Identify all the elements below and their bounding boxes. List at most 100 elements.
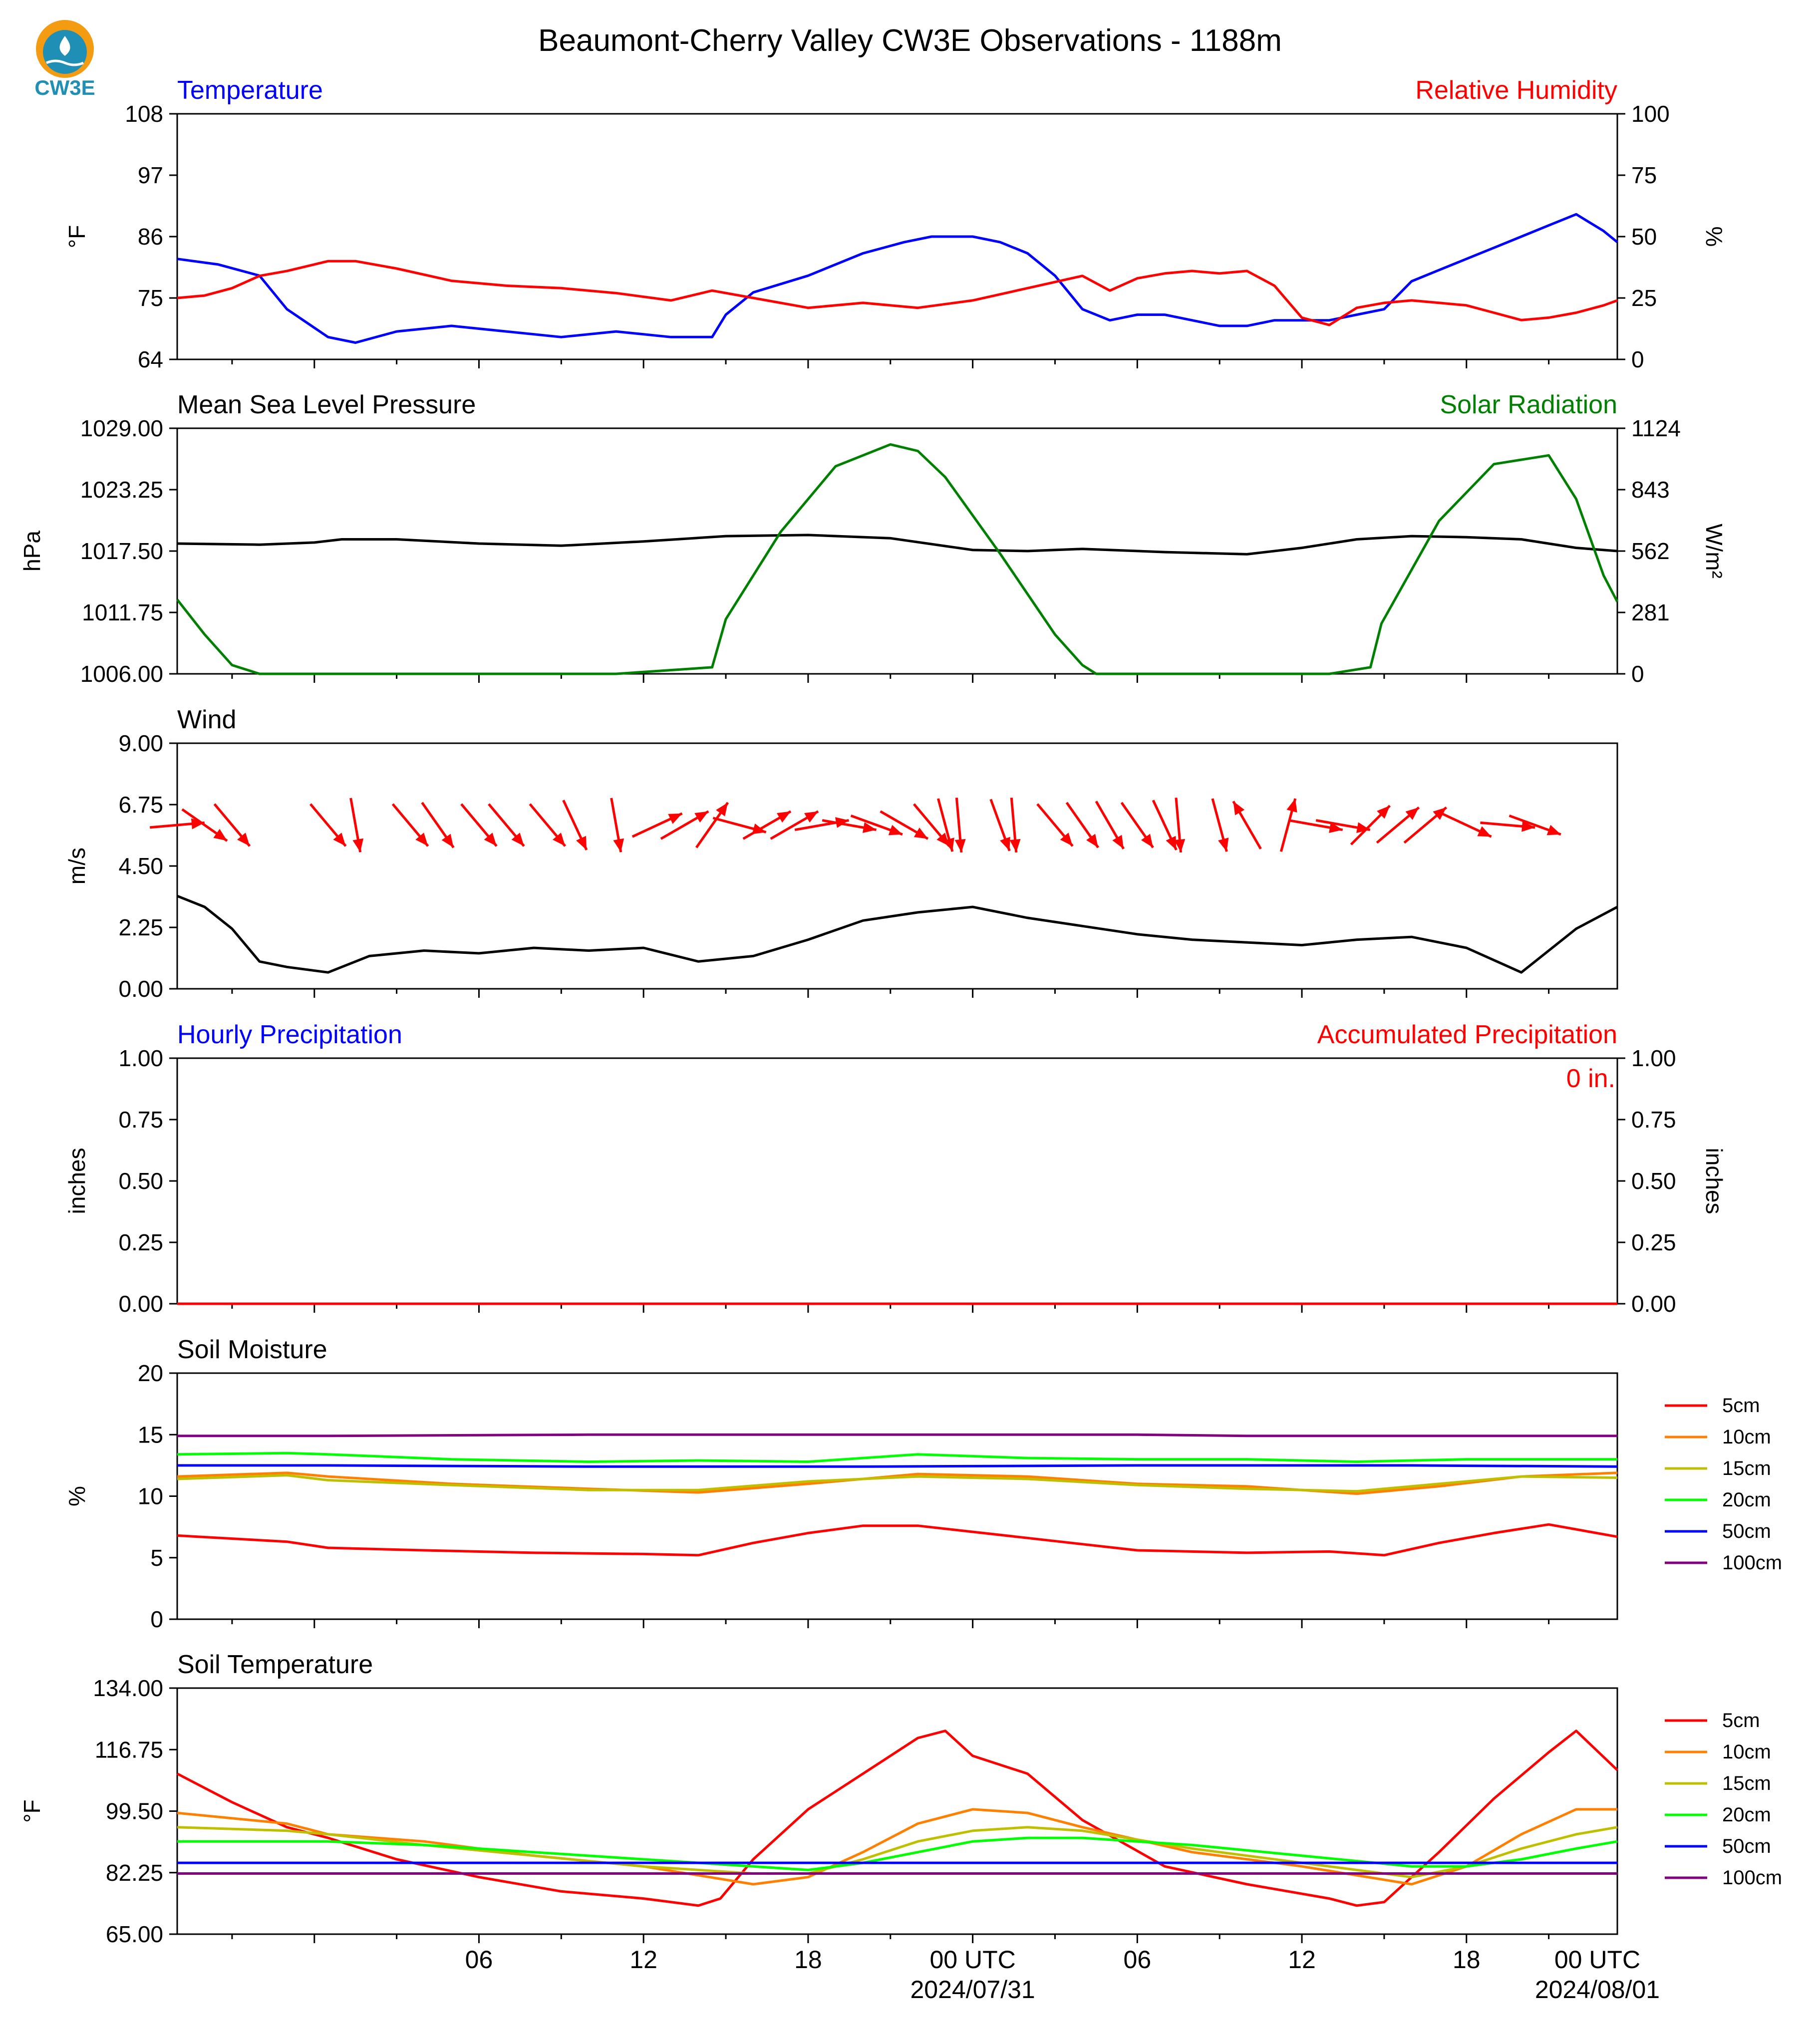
logo-text: CW3E [34, 76, 95, 99]
y-tick-label: 1017.50 [80, 538, 163, 564]
y-tick-label: 75 [138, 285, 163, 311]
wind-arrow [391, 803, 429, 847]
wind-arrow-head [1546, 825, 1561, 836]
wind-arrow [1403, 806, 1448, 844]
series-15cm [177, 1474, 1618, 1493]
wind-arrow-head [1521, 821, 1535, 832]
y-tick-label: 2.25 [118, 914, 163, 940]
y-tick-label: 82.25 [106, 1860, 163, 1886]
series-100cm [177, 1433, 1617, 1438]
legend-label: 20cm [1722, 1489, 1771, 1511]
series-5cm [177, 1523, 1618, 1557]
wind-arrow-head [943, 838, 954, 852]
series-line [177, 894, 1618, 974]
wind-arrow-head [441, 834, 454, 848]
wind-arrow [822, 819, 877, 833]
x-tick-label: 18 [1453, 1946, 1481, 1974]
wind-arrow-head [1233, 801, 1245, 816]
x-tick-label: 06 [465, 1946, 493, 1974]
y-tick-label: 1029.00 [80, 415, 163, 441]
y-tick-label: 6.75 [118, 792, 163, 818]
panel-title-left: Temperature [177, 76, 323, 105]
panel-2: Mean Sea Level Pressure Solar Radiation 10… [19, 390, 1727, 687]
x-date-label: 2024/07/31 [910, 1976, 1035, 2004]
legend-label: 10cm [1722, 1426, 1771, 1448]
y-axis-label-right: % [1701, 227, 1727, 247]
panel-title-left: Mean Sea Level Pressure [177, 390, 476, 419]
y-tick-label-right: 100 [1631, 101, 1670, 127]
panel-title-right: Solar Radiation [1440, 390, 1617, 419]
y-axis-label: °F [19, 1799, 45, 1823]
y-tick-label: 1006.00 [80, 661, 163, 687]
wind-arrow [880, 810, 929, 840]
series-line [177, 1471, 1618, 1495]
wind-arrow-head [716, 802, 728, 817]
wind-arrows [149, 797, 1561, 853]
wind-arrow-head [804, 811, 819, 823]
wind-arrow-head [777, 811, 791, 823]
legend-label: 10cm [1722, 1741, 1771, 1763]
wind-arrow [1441, 812, 1492, 838]
y-tick-label: 86 [138, 224, 163, 250]
wind-arrow [850, 814, 903, 836]
y-tick-label-right: 0.75 [1631, 1107, 1676, 1133]
legend-label: 5cm [1722, 1395, 1760, 1417]
legend-label: 15cm [1722, 1457, 1771, 1479]
legend-label: 50cm [1722, 1835, 1771, 1857]
wind-arrow-head [1218, 838, 1229, 852]
y-tick-label: 4.50 [118, 853, 163, 879]
wind-arrow [742, 810, 792, 840]
wind-arrow [989, 799, 1011, 852]
wind-arrow [309, 803, 347, 847]
y-axis-label-right: inches [1701, 1148, 1727, 1214]
y-tick-label: 0.25 [118, 1229, 163, 1255]
series-line [177, 260, 1618, 326]
wind-arrow-head [1405, 807, 1419, 820]
wind-arrow-head [888, 825, 903, 836]
wind-arrow [1174, 797, 1186, 853]
y-tick-label: 20 [138, 1360, 163, 1386]
legend-label: 100cm [1722, 1552, 1782, 1574]
panel-frame [176, 742, 1618, 990]
y-tick-label: 0.00 [118, 1291, 163, 1317]
wind-arrow-head [576, 836, 587, 850]
series-mean-sea-level-pressure [177, 534, 1618, 556]
wind-arrow [912, 803, 950, 847]
wind-arrow-head [668, 813, 682, 824]
legend-label: 5cm [1722, 1710, 1760, 1732]
wind-arrow-head [1112, 835, 1124, 849]
wind-arrow-head [511, 833, 524, 847]
wind-arrow [937, 798, 954, 852]
legend: 5cm 10cm 15cm 20cm 50cm 100cm [1665, 1395, 1782, 1574]
x-tick-label: 12 [1288, 1946, 1316, 1974]
panel-frame [176, 427, 1618, 675]
y-tick-label: 1011.75 [82, 599, 163, 625]
wind-arrow-head [553, 833, 566, 847]
y-tick-label: 0 [150, 1606, 163, 1632]
y-tick-label: 0.75 [118, 1107, 163, 1133]
wind-arrow-head [862, 822, 877, 833]
wind-arrow [1480, 821, 1535, 832]
panel-frame [176, 1372, 1618, 1620]
wind-arrow [954, 797, 966, 853]
y-tick-label: 0.00 [118, 976, 163, 1002]
accumulated-total-label: 0 in. [1566, 1064, 1615, 1093]
x-tick-label: 00 UTC [1554, 1946, 1640, 1974]
panel-5: Soil Moisture 0 5 10 15 20% 5cm 10cm 15cm 20cm 50c… [64, 1335, 1782, 1632]
cw3e-logo: CW3E [34, 20, 95, 99]
wind-arrow-head [613, 838, 624, 853]
wind-arrow-head [954, 839, 966, 853]
wind-arrow-head [213, 829, 228, 841]
series-5cm [176, 1730, 1618, 1907]
x-tick-label: 00 UTC [929, 1946, 1015, 1974]
wind-arrow-head [352, 838, 364, 853]
logo-wave-icon [45, 59, 84, 66]
legend-label: 100cm [1722, 1867, 1782, 1889]
y-tick-label-right: 1.00 [1631, 1045, 1676, 1071]
y-tick-label: 10 [138, 1483, 163, 1509]
y-axis-label-right: W/m² [1701, 524, 1727, 579]
y-tick-label-right: 562 [1631, 538, 1670, 564]
wind-arrow [181, 808, 228, 842]
wind-arrow [488, 803, 525, 847]
